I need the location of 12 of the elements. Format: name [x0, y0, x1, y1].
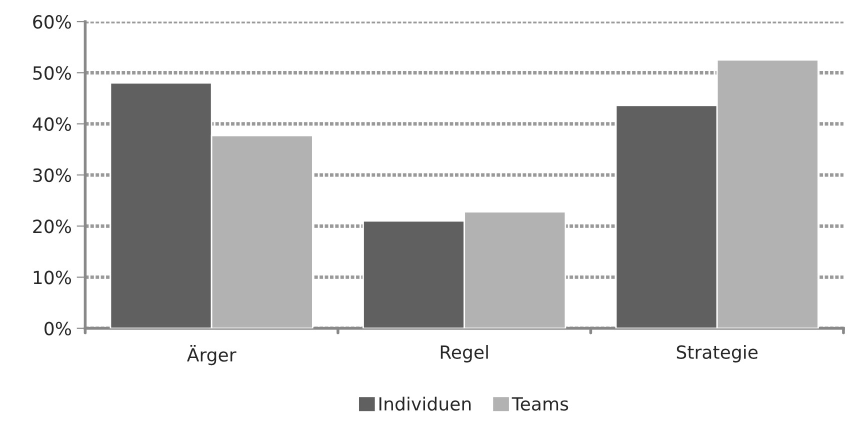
y-tick-label: 30%	[33, 168, 72, 182]
legend-label: Individuen	[380, 396, 471, 411]
y-tick-label: 0%	[44, 322, 72, 336]
y-tick-label: 60%	[33, 15, 72, 29]
y-tick-label: 20%	[33, 220, 72, 234]
y-tick-label: 40%	[32, 117, 72, 131]
x-tick-label: Ärger	[186, 344, 236, 366]
legend-label: Teams	[512, 397, 568, 411]
y-tick-label: 10%	[34, 270, 72, 284]
y-tick-label: 50%	[33, 66, 72, 80]
x-tick-label: Regel	[440, 344, 488, 362]
x-tick-label: Strategie	[676, 344, 758, 362]
